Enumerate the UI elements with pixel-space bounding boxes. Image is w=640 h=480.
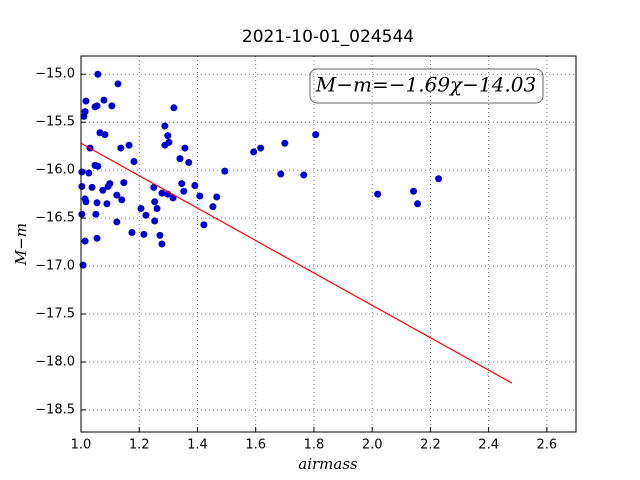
x-tick-label: 2.0 xyxy=(362,438,383,453)
point xyxy=(196,192,204,200)
point xyxy=(213,193,221,201)
point xyxy=(209,203,217,211)
y-tick-label: −15.5 xyxy=(35,115,75,130)
point xyxy=(180,187,188,195)
point xyxy=(221,167,229,175)
point xyxy=(161,141,169,149)
point xyxy=(374,190,382,198)
point xyxy=(113,218,121,226)
point xyxy=(312,131,320,139)
point xyxy=(78,210,86,218)
fit-line xyxy=(80,142,513,384)
point xyxy=(151,217,159,225)
y-tick-label: −16.0 xyxy=(35,163,75,178)
point xyxy=(103,200,111,208)
point xyxy=(78,182,86,190)
point xyxy=(82,97,90,105)
point xyxy=(414,200,422,208)
point xyxy=(150,183,158,191)
y-tick-label: −16.5 xyxy=(35,211,75,226)
x-tick-label: 2.4 xyxy=(478,438,499,453)
point xyxy=(101,131,109,139)
x-tick-label: 2.2 xyxy=(420,438,441,453)
point xyxy=(93,234,101,242)
x-tick-label: 1.4 xyxy=(187,438,208,453)
point xyxy=(94,70,102,78)
point xyxy=(128,228,136,236)
point xyxy=(250,148,258,156)
point xyxy=(88,183,96,191)
point xyxy=(108,102,116,110)
point xyxy=(169,194,177,202)
point xyxy=(153,205,161,213)
x-axis-label: airmass xyxy=(298,455,358,473)
point xyxy=(99,186,107,194)
point xyxy=(164,132,172,140)
y-tick-label: −15.0 xyxy=(35,67,75,82)
point xyxy=(410,187,418,195)
point xyxy=(120,179,128,187)
y-axis-label: M−m xyxy=(12,223,30,266)
y-tick-label: −18.0 xyxy=(35,354,75,369)
point xyxy=(178,180,186,188)
point xyxy=(114,80,122,88)
point xyxy=(170,104,178,112)
point xyxy=(85,169,93,177)
point xyxy=(158,189,166,197)
point xyxy=(156,231,164,239)
point xyxy=(93,102,101,110)
x-tick-label: 2.6 xyxy=(537,438,558,453)
annotation-box xyxy=(309,68,544,104)
point xyxy=(94,162,102,170)
plot-frame xyxy=(80,55,577,433)
x-tick-label: 1.6 xyxy=(245,438,266,453)
x-tick-label: 1.0 xyxy=(71,438,92,453)
point xyxy=(151,198,159,206)
point xyxy=(181,144,189,152)
point xyxy=(200,221,208,229)
point xyxy=(117,144,125,152)
point xyxy=(78,168,86,176)
point xyxy=(191,181,199,189)
point xyxy=(281,139,289,147)
point xyxy=(82,198,90,206)
point xyxy=(176,155,184,163)
point xyxy=(81,237,89,245)
x-tick-label: 1.2 xyxy=(129,438,150,453)
x-tick-label: 1.8 xyxy=(304,438,325,453)
point xyxy=(140,230,148,238)
point xyxy=(277,170,285,178)
point xyxy=(161,122,169,130)
point xyxy=(100,96,108,104)
y-tick-label: −17.5 xyxy=(35,307,75,322)
point xyxy=(130,158,138,166)
point xyxy=(118,196,126,204)
point xyxy=(257,144,265,152)
point xyxy=(80,112,88,120)
point xyxy=(104,182,112,190)
point xyxy=(93,199,101,207)
point xyxy=(142,211,150,219)
point xyxy=(92,210,100,218)
chart-title: 2021-10-01_024544 xyxy=(242,27,414,47)
point xyxy=(300,171,308,179)
y-tick-label: −18.5 xyxy=(35,402,75,417)
y-tick-label: −17.0 xyxy=(35,259,75,274)
point xyxy=(435,175,443,183)
annotation: M−m=−1.69χ−14.03 xyxy=(315,73,536,97)
point xyxy=(158,240,166,248)
point xyxy=(113,191,121,199)
point xyxy=(125,141,133,149)
point xyxy=(137,205,145,213)
point xyxy=(185,158,193,166)
